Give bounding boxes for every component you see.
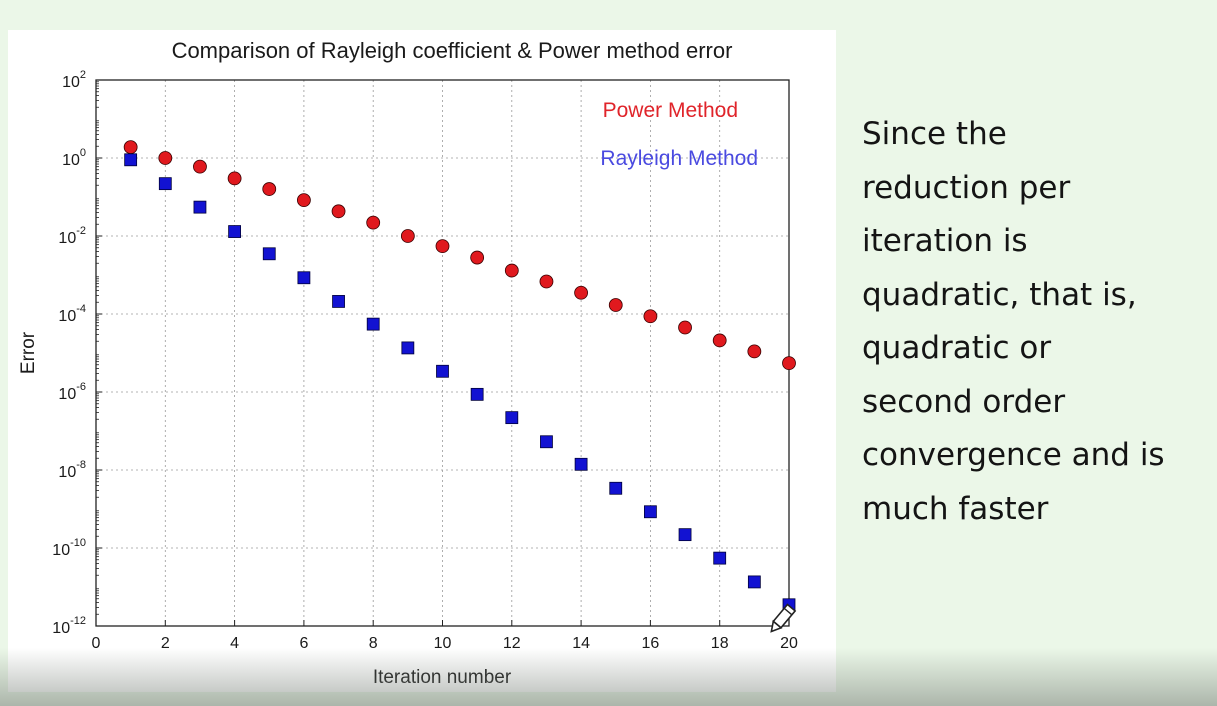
x-tick-label: 20 (780, 635, 798, 652)
power-method-point (331, 204, 346, 219)
y-axis-label: Error (18, 331, 39, 374)
power-method-point (366, 215, 381, 230)
x-axis-label: Iteration number (373, 667, 512, 688)
x-tick-label: 14 (572, 635, 590, 652)
y-tick-label: 10-10 (52, 537, 86, 559)
legend-entry-power-method: Power Method (603, 99, 738, 122)
power-method-point (504, 263, 519, 278)
y-tick-label: 10-8 (58, 459, 86, 481)
rayleigh-method-point (644, 505, 657, 519)
y-tick-label: 100 (62, 147, 86, 169)
rayleigh-method-point (678, 528, 692, 542)
data-marks (123, 140, 796, 612)
grid-lines (96, 80, 789, 626)
axis-ticks: 0 2 4 6 8 10 12 14 16 18 20 102 100 10-2 10-4 10-6 10-8 1… (52, 69, 798, 652)
power-method-point (678, 320, 692, 335)
slide-text-line: much faster (862, 490, 1049, 527)
slide-text-line: convergence and is (862, 437, 1165, 473)
rayleigh-method-point (574, 457, 588, 471)
x-tick-label: 16 (642, 635, 660, 652)
rayleigh-method-point (332, 295, 345, 308)
rayleigh-method-series (124, 153, 796, 612)
rayleigh-method-point (609, 481, 623, 495)
power-method-point (227, 171, 242, 186)
slide-body-text: Since the reduction per iteration is qua… (862, 108, 1212, 536)
power-method-point (296, 193, 311, 208)
power-method-point (158, 151, 173, 165)
x-tick-label: 0 (92, 635, 101, 652)
y-tick-label: 10-6 (58, 381, 86, 403)
x-tick-label: 18 (711, 635, 729, 652)
power-method-point (747, 344, 762, 359)
x-tick-label: 10 (434, 635, 452, 652)
rayleigh-method-point (401, 341, 415, 355)
power-method-point (470, 250, 485, 265)
x-tick-label: 12 (503, 635, 521, 652)
power-method-point (400, 229, 415, 243)
pencil-cursor-icon (770, 603, 797, 633)
figure-panel: 0 2 4 6 8 10 12 14 16 18 20 102 100 10-2 10-4 10-6 10-8 1… (8, 30, 836, 692)
rayleigh-method-point (540, 435, 553, 449)
rayleigh-method-point (505, 411, 519, 425)
power-method-point (608, 298, 623, 312)
rayleigh-method-point (713, 551, 727, 565)
power-method-point (123, 140, 138, 155)
rayleigh-method-point (436, 364, 449, 378)
chart-title: Comparison of Rayleigh coefficient & Pow… (172, 38, 733, 63)
y-tick-label: 102 (62, 69, 86, 91)
power-method-point (193, 159, 207, 174)
y-tick-label: 10-12 (52, 615, 86, 637)
x-tick-label: 8 (369, 635, 378, 652)
rayleigh-method-point (193, 200, 207, 214)
legend-entry-rayleigh-method: Rayleigh Method (600, 147, 758, 170)
power-method-point (262, 182, 277, 196)
rayleigh-method-point (262, 247, 276, 261)
slide-text-line: quadratic, that is, (862, 276, 1137, 313)
y-tick-label: 10-4 (58, 303, 86, 325)
slide-text-line: reduction per (862, 169, 1071, 206)
power-method-point (712, 333, 727, 348)
x-tick-label: 2 (161, 635, 170, 652)
power-method-point (643, 309, 658, 324)
power-method-point (435, 239, 450, 254)
rayleigh-method-point (297, 271, 311, 285)
slide-text-line: iteration is (862, 223, 1028, 259)
rayleigh-method-point (158, 177, 172, 191)
slide-text-line: quadratic or (862, 330, 1052, 366)
rayleigh-method-point (124, 153, 138, 167)
power-method-series (123, 140, 796, 371)
x-tick-label: 6 (299, 635, 308, 652)
legend: Power Method Rayleigh Method (600, 99, 758, 170)
rayleigh-method-point (366, 317, 380, 331)
slide-text-line: second order (862, 383, 1066, 420)
power-method-point (574, 285, 588, 300)
rayleigh-method-point (470, 387, 484, 401)
power-method-point (539, 274, 554, 289)
rayleigh-method-point (228, 225, 242, 238)
power-method-point (782, 356, 796, 371)
y-tick-label: 10-2 (58, 225, 86, 247)
error-comparison-chart: 0 2 4 6 8 10 12 14 16 18 20 102 100 10-2 10-4 10-6 10-8 1… (18, 38, 798, 688)
slide-text-line: Since the (862, 116, 1007, 152)
x-tick-label: 4 (230, 635, 239, 652)
rayleigh-method-point (747, 575, 761, 589)
